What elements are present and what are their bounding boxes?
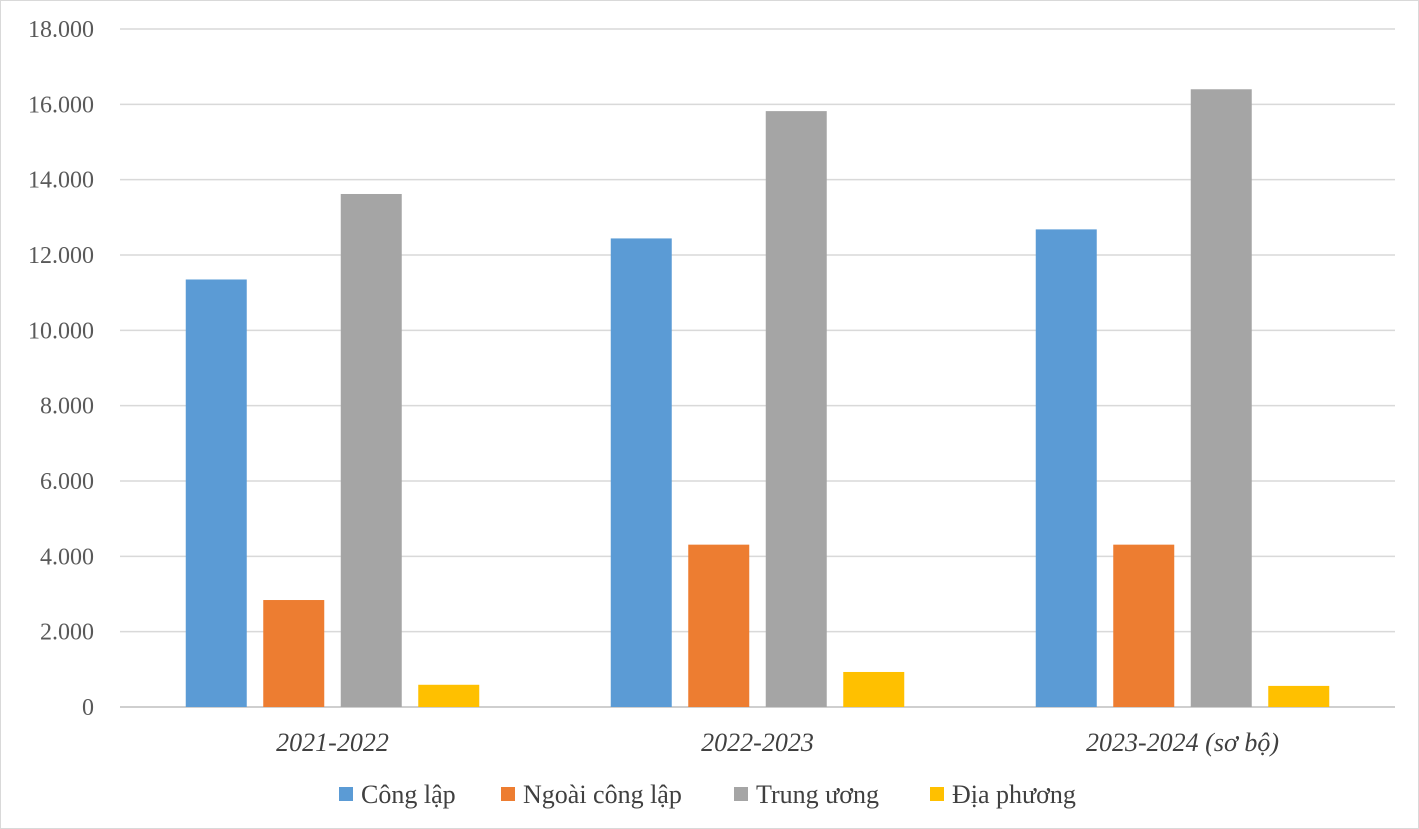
bar: [688, 544, 750, 707]
legend-label: Ngoài công lập: [523, 780, 682, 809]
bar: [185, 279, 247, 707]
bar: [1190, 89, 1252, 708]
legend-swatch: [501, 787, 515, 801]
bar: [1113, 544, 1175, 707]
bar: [843, 671, 905, 707]
legend-item: Trung ương: [734, 780, 879, 809]
legend-item: Ngoài công lập: [501, 780, 682, 809]
gridlines: [120, 28, 1395, 708]
y-tick-label: 2.000: [40, 620, 94, 646]
bar: [340, 193, 402, 708]
y-axis-tick-labels: 0 2.000 4.000 6.000 8.000 10.000 12.000 14.000 1…: [28, 17, 94, 721]
y-tick-label: 6.000: [40, 469, 94, 495]
x-axis: 2021-2022 2022-2023 2023-2024 (sơ bộ): [276, 728, 1279, 757]
legend-label: Địa phương: [952, 780, 1076, 809]
y-tick-label: 12.000: [28, 243, 94, 269]
y-tick-label: 10.000: [28, 318, 94, 344]
bar: [263, 600, 325, 707]
legend-item: Địa phương: [930, 780, 1076, 809]
y-tick-label: 16.000: [28, 92, 94, 118]
legend-label: Công lập: [361, 780, 456, 809]
y-tick-label: 8.000: [40, 394, 94, 420]
y-tick-label: 4.000: [40, 544, 94, 570]
legend-swatch: [339, 787, 353, 801]
bar: [1035, 229, 1097, 708]
bar: [610, 238, 672, 707]
y-tick-label: 18.000: [28, 17, 94, 43]
legend-label: Trung ương: [756, 780, 879, 809]
legend-swatch: [930, 787, 944, 801]
bar: [418, 684, 480, 707]
x-tick-label: 2022-2023: [701, 728, 814, 757]
y-tick-label: 0: [82, 695, 94, 721]
bars: [185, 89, 1330, 708]
legend: Công lập Ngoài công lập Trung ương Địa phươ…: [339, 780, 1076, 809]
y-tick-label: 14.000: [28, 168, 94, 194]
bar: [765, 111, 827, 707]
x-tick-label: 2021-2022: [276, 728, 389, 757]
x-tick-label: 2023-2024 (sơ bộ): [1086, 728, 1279, 757]
legend-item: Công lập: [339, 780, 456, 809]
legend-swatch: [734, 787, 748, 801]
bar: [1268, 685, 1330, 707]
